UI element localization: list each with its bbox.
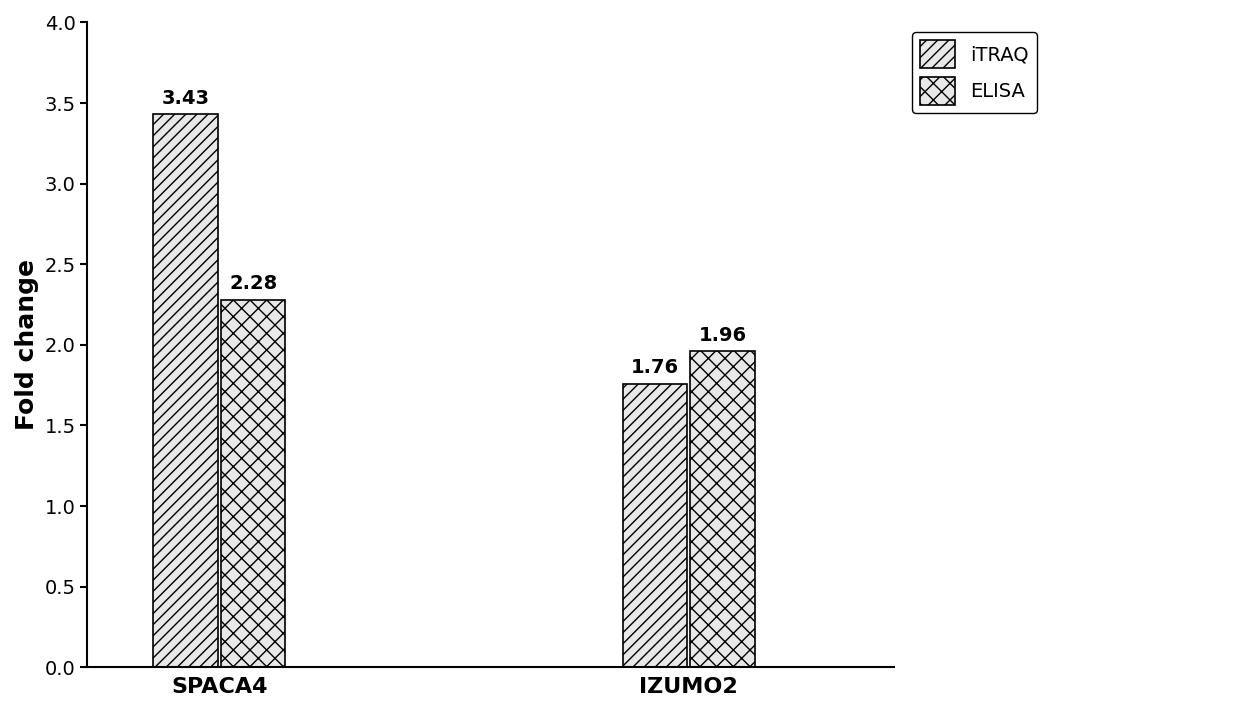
Bar xyxy=(623,384,688,667)
Y-axis label: Fold change: Fold change xyxy=(15,259,38,430)
Text: 1.96: 1.96 xyxy=(699,326,747,345)
Text: 1.76: 1.76 xyxy=(631,358,679,377)
Bar xyxy=(154,115,218,667)
Text: 3.43: 3.43 xyxy=(162,89,209,108)
Text: 2.28: 2.28 xyxy=(229,274,278,293)
Legend: iTRAQ, ELISA: iTRAQ, ELISA xyxy=(912,32,1037,112)
Bar xyxy=(221,300,285,667)
Bar xyxy=(690,351,755,667)
